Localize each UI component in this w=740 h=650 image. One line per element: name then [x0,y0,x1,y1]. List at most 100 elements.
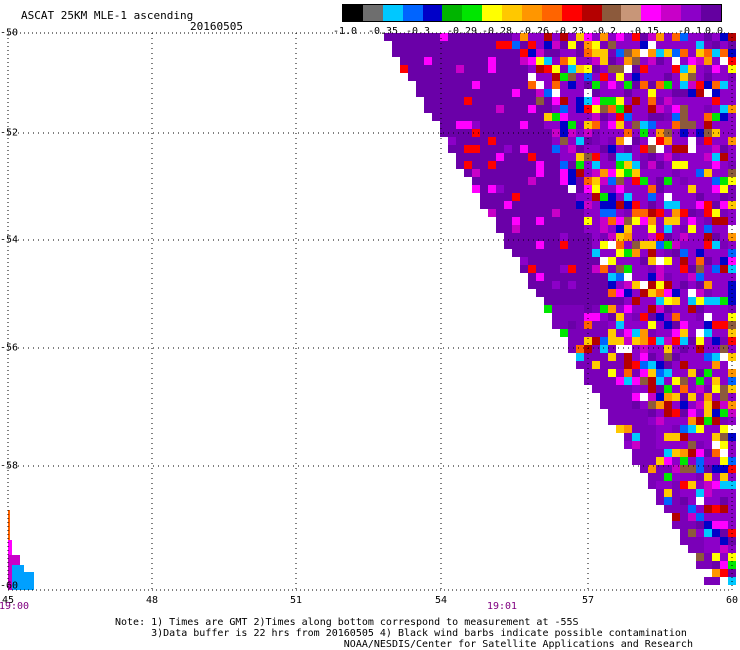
swath-cell [592,33,600,41]
swath-cell [672,377,680,385]
swath-cell [392,49,400,57]
swath-cell [608,153,616,161]
swath-cell [584,41,592,49]
swath-cell [496,81,504,89]
swath-cell [704,145,712,153]
colorbar-swatch [362,5,383,21]
swath-cell [504,217,512,225]
swath-cell [456,57,464,65]
swath-cell [720,49,728,57]
swath-cell [720,201,728,209]
swath-cell [712,89,720,97]
swath-cell [712,225,720,233]
swath-cell [488,121,496,129]
swath-cell [520,73,528,81]
swath-cell [688,425,696,433]
swath-cell [576,113,584,121]
swath-cell [592,201,600,209]
swath-cell [552,201,560,209]
swath-cell [464,169,472,177]
swath-cell [576,241,584,249]
swath-cell [688,401,696,409]
swath-cell [528,33,536,41]
swath-cell [552,273,560,281]
swath-cell [480,193,488,201]
swath-cell [472,177,480,185]
swath-cell [712,473,720,481]
swath-cell [648,153,656,161]
swath-cell [464,97,472,105]
swath-cell [488,137,496,145]
swath-cell [560,233,568,241]
swath-cell [480,177,488,185]
swath-cell [616,417,624,425]
swath-cell [608,105,616,113]
swath-cell [616,73,624,81]
swath-cell [720,401,728,409]
swath-cell [648,457,656,465]
swath-cell [720,57,728,65]
swath-cell [696,417,704,425]
swath-cell [600,377,608,385]
swath-cell [616,153,624,161]
swath-cell [680,481,688,489]
swath-cell [704,377,712,385]
swath-cell [560,105,568,113]
swath-cell [616,145,624,153]
swath-cell [720,569,728,577]
swath-cell [720,513,728,521]
swath-cell [600,89,608,97]
swath-cell [552,113,560,121]
swath-cell [712,209,720,217]
swath-cell [688,537,696,545]
lon-label: 60 [725,595,739,606]
swath-cell [512,217,520,225]
swath-cell [608,321,616,329]
swath-cell [648,65,656,73]
swath-cell [440,41,448,49]
swath-cell [704,249,712,257]
swath-cell [712,529,720,537]
swath-cell [712,129,720,137]
swath-cell [640,265,648,273]
swath-cell [648,49,656,57]
swath-cell [552,249,560,257]
swath-cell [600,313,608,321]
swath-cell [688,289,696,297]
swath-cell [616,129,624,137]
swath-cell [568,49,576,57]
swath-cell [536,249,544,257]
colorbar-swatch [641,5,662,21]
swath-cell [512,137,520,145]
swath-cell [600,233,608,241]
swath-cell [600,369,608,377]
colorbar-label: -1.0 [332,26,358,37]
swath-cell [496,41,504,49]
swath-cell [664,329,672,337]
swath-cell [608,225,616,233]
swath-cell [624,209,632,217]
swath-cell [600,257,608,265]
swath-cell [528,89,536,97]
swath-cell [488,97,496,105]
swath-cell [680,33,688,41]
swath-cell [720,193,728,201]
swath-cell [688,361,696,369]
swath-cell [592,169,600,177]
swath-cell [552,81,560,89]
swath-cell [608,385,616,393]
swath-cell [624,233,632,241]
swath-cell [440,81,448,89]
swath-cell [456,121,464,129]
swath-cell [584,193,592,201]
swath-cell [632,409,640,417]
swath-cell [648,385,656,393]
swath-cell [616,377,624,385]
swath-cell [600,273,608,281]
swath-cell [600,97,608,105]
swath-cell [640,369,648,377]
swath-cell [616,425,624,433]
swath-cell [640,409,648,417]
swath-cell [632,457,640,465]
swath-cell [656,225,664,233]
